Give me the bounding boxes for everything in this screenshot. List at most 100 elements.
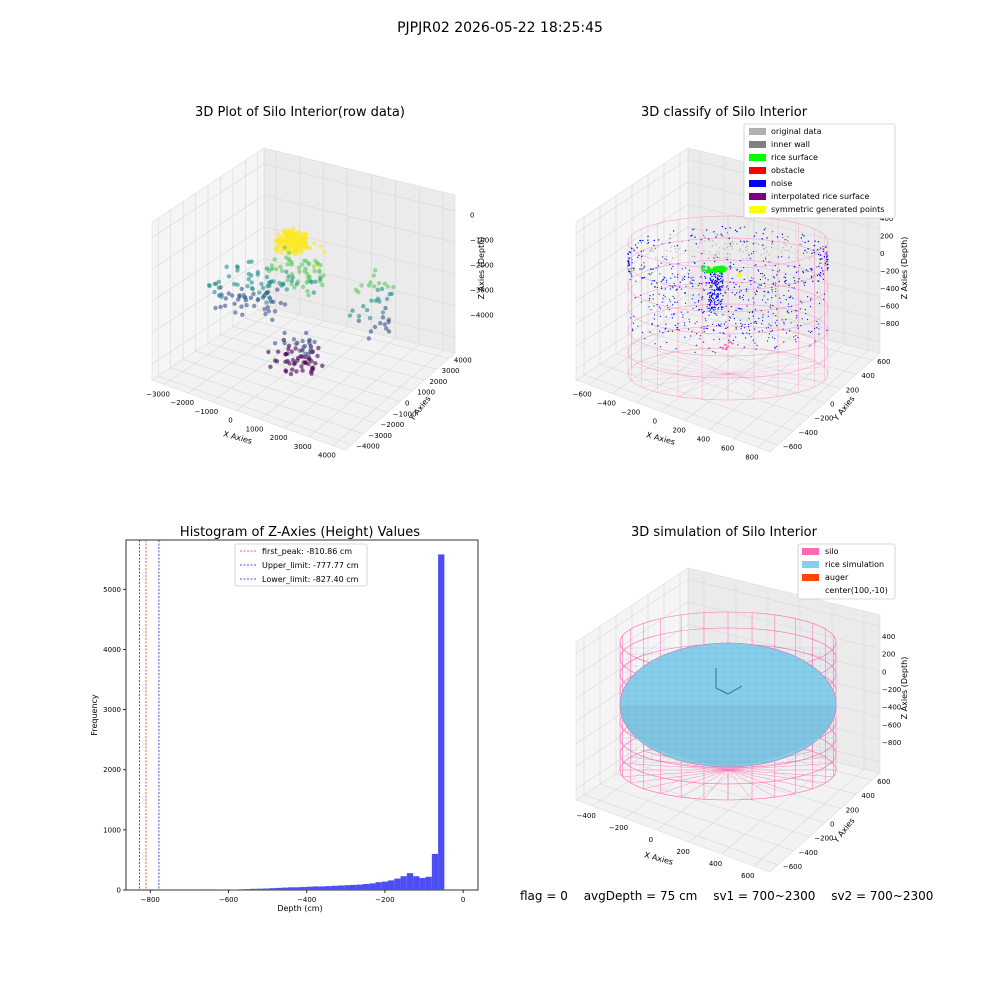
wall-point — [804, 249, 806, 252]
raw-point — [233, 310, 238, 315]
y-tick-label: 4000 — [454, 356, 472, 364]
noise-point — [667, 330, 670, 332]
x-tick-label: 200 — [676, 848, 689, 856]
wall-point — [724, 227, 727, 230]
wall-point — [663, 276, 665, 278]
wall-point — [656, 281, 658, 283]
raw-point — [308, 279, 313, 284]
noise-point — [709, 295, 711, 297]
raw-point — [269, 266, 275, 271]
y-tick-label: 2000 — [429, 378, 447, 386]
noise-point — [676, 328, 678, 331]
wall-point — [632, 247, 634, 250]
noise-cluster-point — [712, 279, 714, 281]
wall-point — [703, 289, 705, 291]
grid-z — [151, 258, 456, 333]
noise-point — [661, 286, 663, 288]
raw-point — [267, 283, 272, 289]
wall-point — [662, 279, 664, 281]
raw-point — [376, 281, 382, 286]
noise-point — [664, 288, 667, 290]
noise-cluster-point — [714, 281, 716, 283]
noise-point — [764, 264, 766, 266]
raw-point — [361, 304, 366, 309]
original-point — [719, 247, 721, 249]
noise-point — [796, 310, 798, 312]
noise-point — [644, 265, 646, 267]
noise-point — [738, 308, 740, 310]
pink-point — [726, 346, 729, 348]
wall-point — [813, 274, 815, 277]
noise-point — [707, 307, 709, 309]
x-tick-label: 3000 — [294, 443, 312, 451]
noise-point — [803, 282, 805, 284]
wall-point — [813, 249, 815, 251]
original-point — [746, 258, 748, 260]
original-point — [670, 246, 672, 248]
original-point — [763, 252, 766, 254]
original-point — [715, 254, 717, 256]
noise-cluster-point — [713, 306, 715, 309]
histogram-bar — [306, 886, 313, 890]
x-tick-label: −1000 — [194, 408, 218, 416]
rice-surface-point — [702, 265, 706, 269]
noise-point — [711, 282, 713, 284]
noise-point — [768, 337, 770, 339]
y-tick-label: 600 — [877, 358, 890, 366]
original-point — [709, 251, 711, 253]
grid-y — [195, 350, 388, 413]
noise-point — [771, 329, 773, 332]
noise-point — [643, 262, 645, 264]
raw-point — [304, 330, 309, 336]
wall-point — [800, 237, 803, 239]
x-tick-label: 0 — [461, 896, 465, 904]
noise-point — [685, 267, 687, 269]
z-tick-label: −200 — [882, 686, 901, 694]
silo-floor-spoke — [727, 351, 779, 375]
original-point — [712, 240, 714, 242]
raw-point — [303, 360, 308, 366]
wall-point — [763, 282, 766, 285]
noise-point — [787, 311, 789, 313]
wall-point — [661, 243, 663, 245]
noise-point — [691, 298, 693, 300]
noise-point — [687, 328, 690, 330]
wall-point — [633, 249, 635, 252]
y-tick-label: −600 — [783, 863, 802, 871]
noise-cluster-point — [712, 309, 715, 311]
noise-point — [669, 299, 671, 301]
noise-point — [674, 276, 676, 278]
raw-point — [312, 268, 317, 274]
histogram-bar — [287, 887, 295, 890]
grid-z — [575, 624, 881, 699]
wall-point — [759, 287, 761, 289]
rice-outline — [619, 642, 837, 768]
wall-point — [817, 280, 819, 282]
wall-point — [825, 246, 827, 248]
wall-point — [653, 279, 655, 282]
grid-z — [575, 204, 881, 279]
wall-point — [716, 234, 718, 236]
original-point — [742, 244, 744, 246]
raw-point — [382, 322, 387, 327]
wall-point — [802, 271, 805, 274]
noise-point — [781, 256, 783, 258]
grid-y — [663, 321, 857, 375]
noise-cluster-point — [717, 308, 719, 310]
noise-point — [807, 296, 809, 298]
noise-point — [761, 320, 764, 322]
raw-point — [289, 260, 294, 265]
rice-surface-point — [713, 266, 717, 270]
noise-cluster-point — [716, 277, 719, 280]
z-tick-label: −400 — [880, 285, 899, 293]
z-tick-label: 200 — [882, 651, 895, 659]
noise-point — [671, 317, 674, 319]
wall-point — [772, 283, 774, 285]
noise-point — [774, 322, 776, 324]
noise-point — [758, 331, 760, 333]
noise-point — [735, 336, 737, 338]
x-tick-label: −200 — [621, 409, 640, 417]
noise-point — [676, 301, 678, 303]
raw-point — [301, 345, 306, 350]
noise-point — [796, 315, 798, 317]
